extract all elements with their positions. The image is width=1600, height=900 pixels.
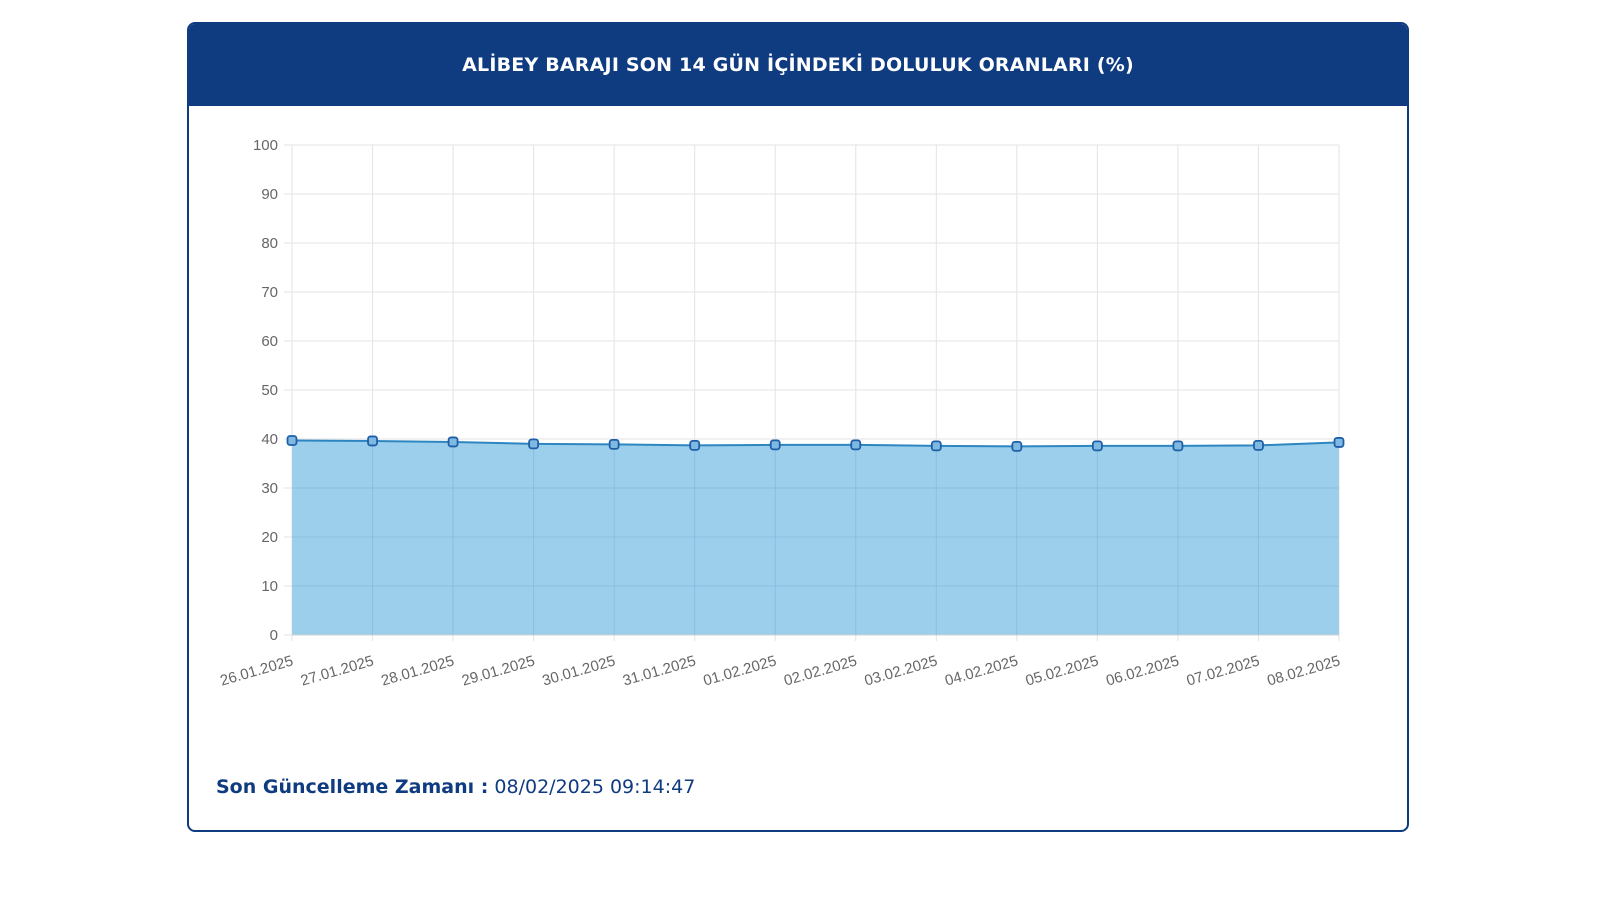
data-point [447,436,459,448]
y-tick-label: 60 [261,333,278,350]
x-tick-label: 01.02.2025 [701,653,778,690]
x-tick-label: 08.02.2025 [1265,653,1342,690]
card-header: ALİBEY BARAJI SON 14 GÜN İÇİNDEKİ DOLULU… [189,24,1407,106]
y-tick-label: 80 [261,235,278,252]
y-tick-label: 30 [261,480,278,497]
x-tick-label: 02.02.2025 [782,653,859,690]
y-tick-label: 50 [261,382,278,399]
data-point [1011,440,1023,452]
y-tick-label: 10 [261,578,278,595]
data-point [1172,440,1184,452]
x-tick-label: 05.02.2025 [1024,653,1101,690]
last-update-label: Son Güncelleme Zamanı : [216,776,489,798]
chart-card: ALİBEY BARAJI SON 14 GÜN İÇİNDEKİ DOLULU… [187,22,1409,832]
y-tick-label: 90 [261,186,278,203]
x-tick-label: 26.01.2025 [218,653,295,690]
y-tick-label: 20 [261,529,278,546]
series-line [291,439,1340,448]
data-point [286,435,298,446]
x-tick-label: 28.01.2025 [379,653,456,690]
x-tick-label: 29.01.2025 [460,653,537,690]
y-tick-label: 0 [270,627,278,644]
x-tick-label: 27.01.2025 [299,653,376,690]
data-point [769,439,781,451]
last-update: Son Güncelleme Zamanı : 08/02/2025 09:14… [216,776,695,798]
x-tick-label: 04.02.2025 [943,653,1020,690]
data-point [528,438,540,450]
chart-title: ALİBEY BARAJI SON 14 GÜN İÇİNDEKİ DOLULU… [462,54,1134,76]
data-point [850,439,862,451]
fill-rate-chart: 0 10 20 30 40 50 60 70 80 90 100 26.01.2025 27.01.20… [218,137,1345,690]
y-tick-label: 100 [253,137,278,154]
last-update-value: 08/02/2025 09:14:47 [494,776,696,798]
data-point [930,440,942,452]
series-area [292,440,1339,635]
data-point [608,438,620,450]
data-point [689,439,701,451]
x-tick-label: 03.02.2025 [863,653,940,690]
data-point [367,435,378,447]
data-point [1253,439,1264,451]
x-tick-label: 30.01.2025 [540,653,617,690]
data-point [1333,437,1345,448]
data-point [1091,440,1103,452]
y-tick-label: 40 [261,431,278,448]
x-tick-label: 06.02.2025 [1104,653,1181,690]
y-tick-label: 70 [261,284,278,301]
x-tick-label: 07.02.2025 [1185,653,1262,690]
x-tick-label: 31.01.2025 [621,653,698,690]
